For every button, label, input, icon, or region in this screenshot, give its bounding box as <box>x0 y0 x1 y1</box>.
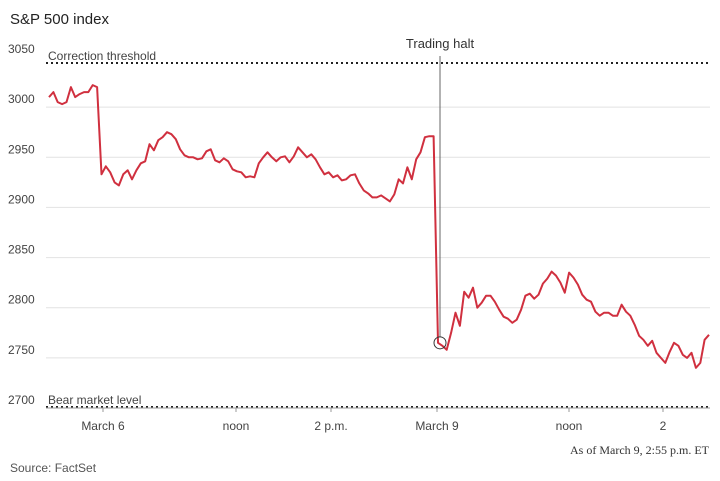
trading-halt-label: Trading halt <box>406 36 475 51</box>
x-tick-label: noon <box>556 419 583 433</box>
y-tick-label: 3000 <box>8 92 35 106</box>
y-tick-label: 3050 <box>8 42 35 56</box>
x-tick-label: March 6 <box>81 419 125 433</box>
x-tick-label: 2 <box>660 419 667 433</box>
y-tick-labels: 3050 3000 2950 2900 2850 2800 2750 2700 <box>8 42 35 407</box>
y-axis: 3050 3000 2950 2900 2850 2800 2750 2700 <box>8 42 710 407</box>
y-tick-label: 2950 <box>8 142 35 156</box>
trading-halt-annotation: Trading halt <box>406 36 475 337</box>
halt-marker <box>433 336 447 350</box>
bear-market-label: Bear market level <box>48 393 141 407</box>
chart-title: S&P 500 index <box>10 11 109 28</box>
halt-marker-circle <box>433 336 447 350</box>
as-of-note: As of March 9, 2:55 p.m. ET <box>570 443 710 457</box>
y-tick-label: 2900 <box>8 192 35 206</box>
y-tick-label: 2750 <box>8 343 35 357</box>
x-tick-label: 2 p.m. <box>314 419 347 433</box>
y-tick-label: 2850 <box>8 243 35 257</box>
x-tick-label: March 9 <box>415 419 459 433</box>
y-tick-label: 2800 <box>8 293 35 307</box>
source-note: Source: FactSet <box>10 461 97 475</box>
x-axis: March 6 noon 2 p.m. March 9 noon 2 <box>46 407 710 433</box>
series-line <box>48 84 710 369</box>
x-tick-label: noon <box>223 419 250 433</box>
reference-lines: Correction threshold Bear market level <box>46 49 710 408</box>
correction-threshold-label: Correction threshold <box>48 49 156 63</box>
y-tick-label: 2700 <box>8 393 35 407</box>
gridlines <box>46 106 710 359</box>
